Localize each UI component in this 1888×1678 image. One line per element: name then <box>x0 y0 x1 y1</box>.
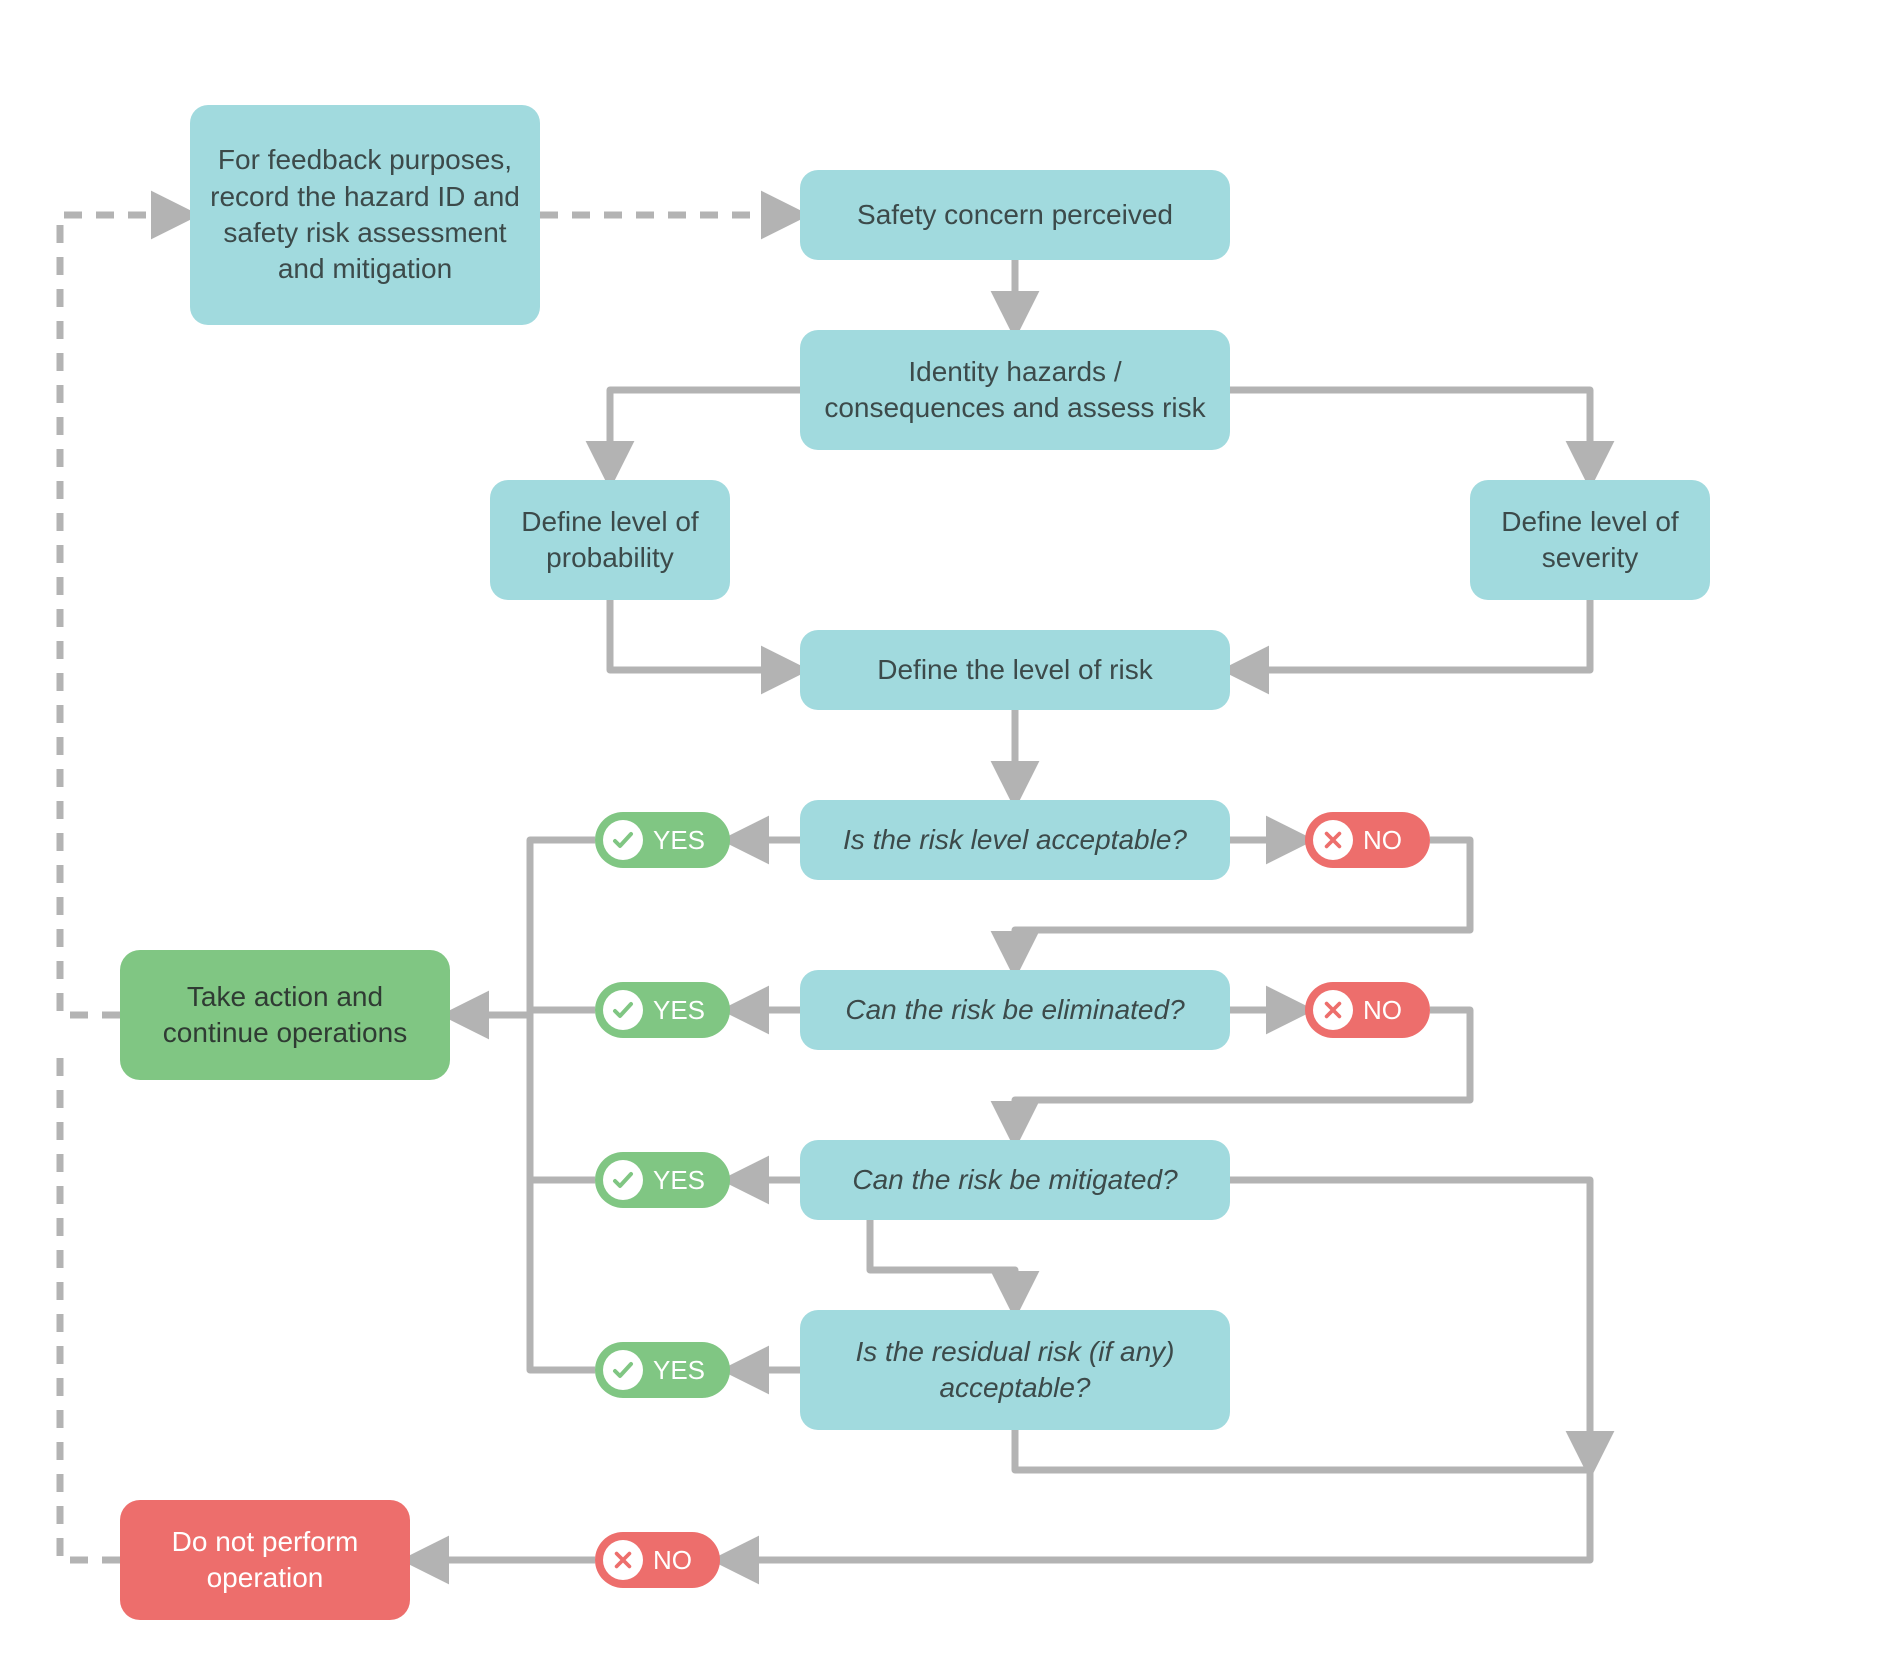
pill-label: YES <box>653 825 705 856</box>
check-icon <box>603 990 643 1030</box>
pill-yes-2: YES <box>595 982 730 1038</box>
pill-label: NO <box>1363 825 1402 856</box>
node-identify: Identity hazards / consequences and asse… <box>800 330 1230 450</box>
pill-no-1: NO <box>1305 812 1430 868</box>
edge <box>60 215 190 1015</box>
edge <box>1230 600 1590 670</box>
edge <box>530 840 595 1370</box>
node-donot: Do not perform operation <box>120 1500 410 1620</box>
pill-label: YES <box>653 1165 705 1196</box>
pill-label: NO <box>1363 995 1402 1026</box>
node-d3: Can the risk be mitigated? <box>800 1140 1230 1220</box>
flowchart-canvas: For feedback purposes, record the hazard… <box>0 0 1888 1678</box>
edge <box>610 390 800 480</box>
node-takeaction: Take action and continue operations <box>120 950 450 1080</box>
check-icon <box>603 1350 643 1390</box>
node-d2: Can the risk be eliminated? <box>800 970 1230 1050</box>
cross-icon <box>603 1540 643 1580</box>
cross-icon <box>1313 990 1353 1030</box>
node-definerisk: Define the level of risk <box>800 630 1230 710</box>
check-icon <box>603 820 643 860</box>
node-severity: Define level of severity <box>1470 480 1710 600</box>
edge <box>720 1430 1590 1560</box>
edge <box>870 1220 1015 1310</box>
node-d4: Is the residual risk (if any) acceptable… <box>800 1310 1230 1430</box>
node-probability: Define level of probability <box>490 480 730 600</box>
edge <box>1230 390 1590 480</box>
pill-no-3: NO <box>595 1532 720 1588</box>
pill-label: YES <box>653 995 705 1026</box>
edge <box>60 1050 120 1560</box>
pill-label: YES <box>653 1355 705 1386</box>
pill-yes-4: YES <box>595 1342 730 1398</box>
node-feedback: For feedback purposes, record the hazard… <box>190 105 540 325</box>
pill-yes-1: YES <box>595 812 730 868</box>
node-d1: Is the risk level acceptable? <box>800 800 1230 880</box>
edge <box>1230 1180 1590 1470</box>
node-perceived: Safety concern perceived <box>800 170 1230 260</box>
pill-no-2: NO <box>1305 982 1430 1038</box>
pill-yes-3: YES <box>595 1152 730 1208</box>
cross-icon <box>1313 820 1353 860</box>
edge <box>610 600 800 670</box>
check-icon <box>603 1160 643 1200</box>
pill-label: NO <box>653 1545 692 1576</box>
